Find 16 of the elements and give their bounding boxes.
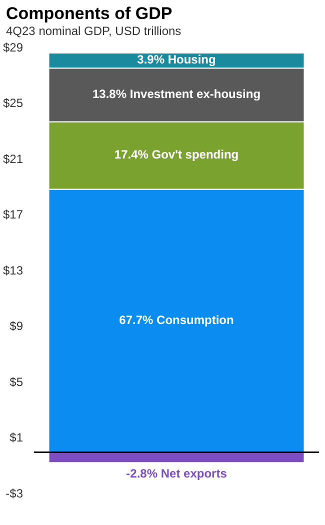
annotation: 17.4% Gov't spending (114, 147, 239, 162)
y-tick-label: -$3 (6, 486, 24, 500)
chart-title: Components of GDP (6, 4, 174, 24)
y-tick-label: $1 (10, 430, 24, 445)
annotation: -2.8% Net exports (126, 466, 228, 480)
y-tick-label: $9 (10, 319, 24, 334)
y-tick-label: $5 (10, 374, 24, 389)
y-tick-label: $21 (2, 152, 24, 166)
y-tick-label: $25 (2, 96, 24, 110)
y-tick-label: $29 (2, 40, 24, 55)
annotation: 3.9% Housing (137, 52, 216, 66)
annotation: 13.8% Investment ex-housing (92, 86, 261, 101)
chart-subtitle: 4Q23 nominal GDP, USD trillions (6, 24, 182, 38)
y-tick-label: $13 (2, 263, 24, 278)
annotation: 67.7% Consumption (119, 312, 234, 327)
y-tick-label: $17 (2, 208, 24, 222)
